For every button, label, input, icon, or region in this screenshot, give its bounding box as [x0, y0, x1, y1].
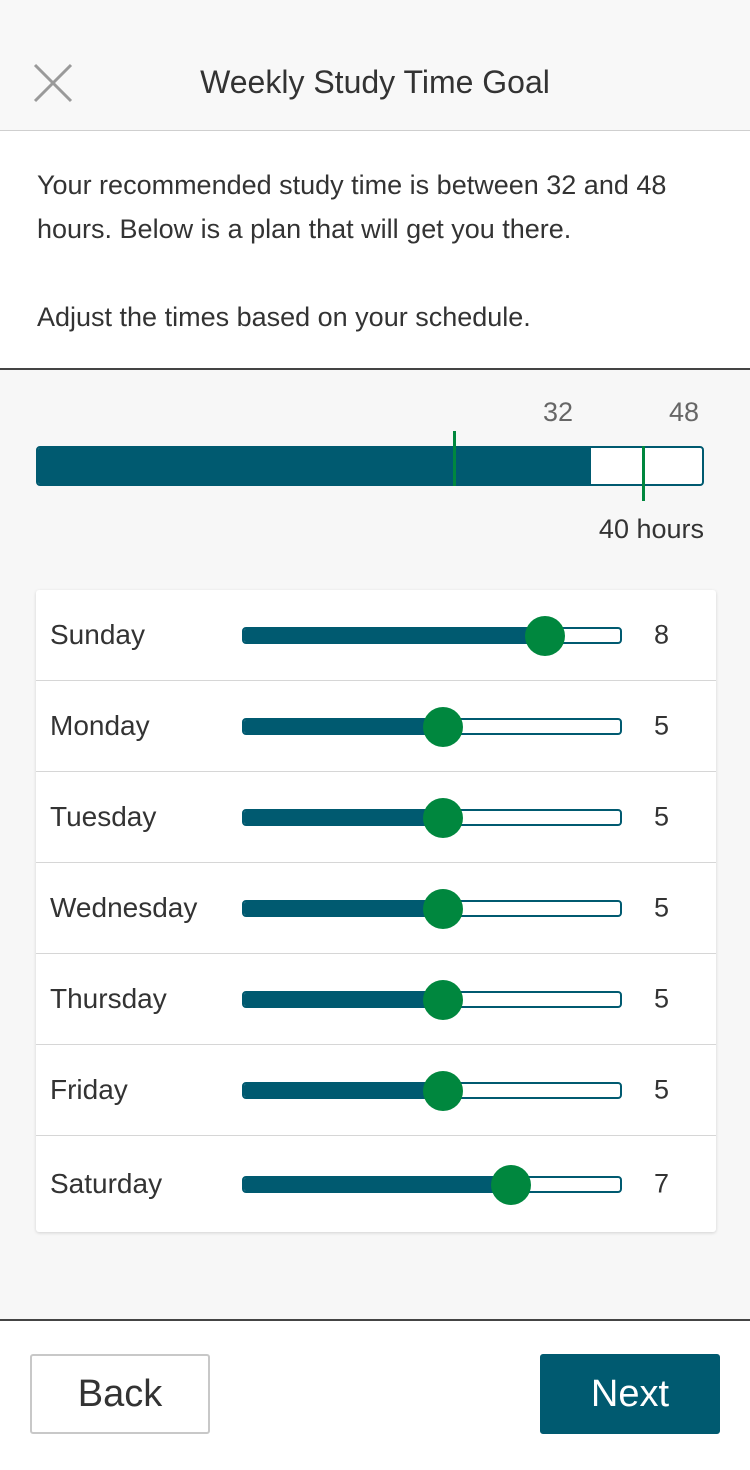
day-slider-fill: [244, 811, 444, 824]
day-name: Wednesday: [50, 892, 198, 923]
day-name: Friday: [50, 1074, 128, 1105]
day-slider-thumb[interactable]: [524, 615, 565, 656]
day-slider-fill: [244, 629, 545, 642]
page-title: Weekly Study Time Goal: [200, 64, 550, 100]
day-slider-thumb[interactable]: [423, 797, 464, 838]
total-hours-label: 40 hours: [598, 514, 704, 544]
days-list: Sunday 8 Monday 5 Tuesday 5 Wednesday 5 Thursday…: [36, 590, 716, 1232]
day-slider-track[interactable]: [242, 1070, 622, 1111]
day-row-saturday: Saturday 7: [36, 1136, 716, 1232]
day-row-friday: Friday 5: [36, 1045, 716, 1136]
close-button[interactable]: [28, 58, 78, 108]
day-slider-thumb[interactable]: [490, 1164, 531, 1205]
footer: Back Next: [0, 1319, 750, 1470]
day-row-tuesday: Tuesday 5: [36, 772, 716, 863]
day-hours-value: 5: [654, 892, 670, 923]
day-name: Thursday: [50, 983, 167, 1014]
intro-recommendation-text: Your recommended study time is between 3…: [37, 170, 667, 244]
current-hours-marker: [642, 446, 645, 501]
day-slider-thumb[interactable]: [423, 706, 464, 747]
day-slider-thumb[interactable]: [423, 1070, 464, 1111]
total-max-label: 48: [669, 397, 700, 427]
back-button[interactable]: Back: [30, 1354, 210, 1434]
day-slider-track[interactable]: [242, 1164, 622, 1205]
day-name: Sunday: [50, 619, 145, 650]
day-name: Tuesday: [50, 801, 157, 832]
intro-section: Your recommended study time is between 3…: [0, 131, 750, 370]
total-hours-bar: [36, 446, 704, 486]
day-row-wednesday: Wednesday 5: [36, 863, 716, 954]
day-slider-fill: [244, 1178, 511, 1191]
day-hours-value: 5: [654, 1074, 670, 1105]
day-hours-value: 5: [654, 801, 670, 832]
day-hours-value: 8: [654, 619, 670, 650]
day-hours-value: 7: [654, 1168, 670, 1199]
intro-adjust-text: Adjust the times based on your schedule.: [37, 302, 531, 332]
day-slider-fill: [244, 720, 444, 733]
day-row-sunday: Sunday 8: [36, 590, 716, 681]
day-slider-track[interactable]: [242, 615, 622, 656]
day-name: Saturday: [50, 1168, 163, 1199]
day-slider-fill: [244, 993, 444, 1006]
day-slider-fill: [244, 902, 444, 915]
day-slider-thumb[interactable]: [423, 979, 464, 1020]
day-name: Monday: [50, 710, 150, 741]
header: Weekly Study Time Goal: [0, 0, 750, 131]
day-slider-track[interactable]: [242, 888, 622, 929]
day-slider-track[interactable]: [242, 797, 622, 838]
min-goal-marker: [453, 431, 457, 486]
day-slider-fill: [244, 1084, 444, 1097]
total-min-label: 32: [543, 397, 574, 427]
next-button[interactable]: Next: [540, 1354, 720, 1434]
close-icon: [33, 63, 73, 103]
day-row-thursday: Thursday 5: [36, 954, 716, 1045]
day-slider-track[interactable]: [242, 706, 622, 747]
day-row-monday: Monday 5: [36, 681, 716, 772]
total-hours-fill: [38, 448, 592, 484]
day-hours-value: 5: [654, 983, 670, 1014]
day-hours-value: 5: [654, 710, 670, 741]
day-slider-thumb[interactable]: [423, 888, 464, 929]
day-slider-track[interactable]: [242, 979, 622, 1020]
